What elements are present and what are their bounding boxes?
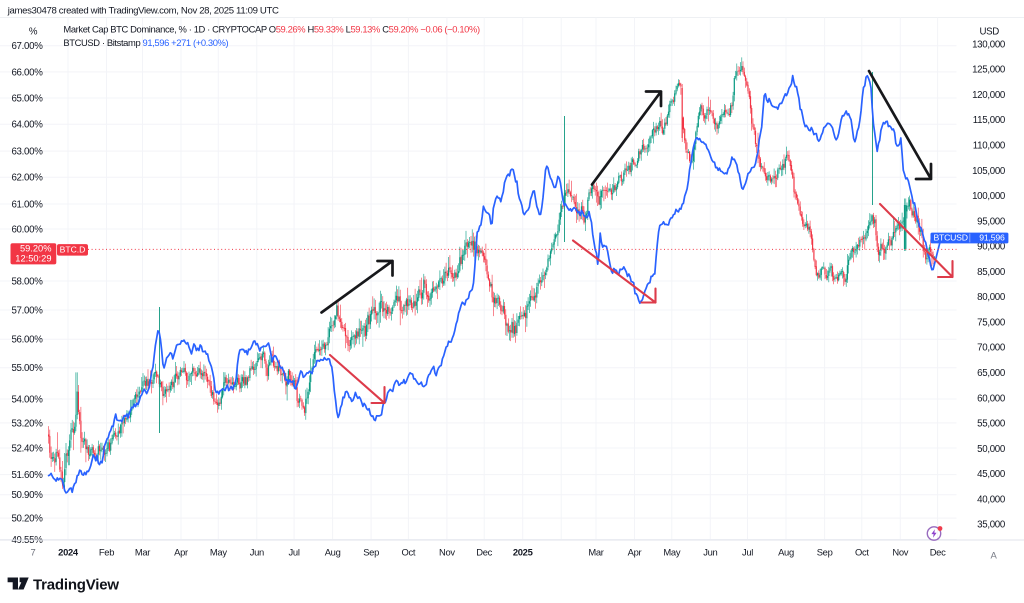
svg-text:50,000: 50,000: [977, 444, 1006, 455]
svg-text:63.00%: 63.00%: [11, 147, 43, 158]
svg-text:80,000: 80,000: [977, 292, 1006, 303]
svg-text:Market Cap BTC Dominance, % ·: Market Cap BTC Dominance, % · 1D · CRYPT…: [63, 24, 480, 35]
svg-text:56.00%: 56.00%: [11, 335, 43, 346]
svg-text:53.20%: 53.20%: [11, 418, 43, 429]
svg-text:57.00%: 57.00%: [11, 305, 43, 316]
svg-text:60,000: 60,000: [977, 393, 1006, 404]
svg-text:Jul: Jul: [742, 547, 753, 558]
svg-text:60.00%: 60.00%: [11, 224, 43, 235]
svg-text:59.20%: 59.20%: [20, 244, 52, 254]
svg-text:64.00%: 64.00%: [11, 120, 43, 131]
svg-text:105,000: 105,000: [972, 166, 1006, 177]
svg-text:91,596: 91,596: [979, 233, 1005, 243]
svg-text:50.20%: 50.20%: [11, 514, 43, 525]
svg-text:100,000: 100,000: [972, 191, 1006, 202]
svg-text:12:50:29: 12:50:29: [15, 254, 51, 264]
svg-text:Jun: Jun: [703, 547, 717, 558]
svg-text:55.00%: 55.00%: [11, 363, 43, 374]
svg-text:67.00%: 67.00%: [11, 41, 43, 52]
svg-text:Mar: Mar: [135, 547, 150, 558]
svg-text:65.00%: 65.00%: [11, 93, 43, 104]
svg-text:BTCUSD: BTCUSD: [934, 233, 968, 243]
svg-text:55,000: 55,000: [977, 419, 1006, 430]
svg-text:Oct: Oct: [855, 547, 869, 558]
svg-text:Aug: Aug: [778, 547, 794, 558]
svg-text:45,000: 45,000: [977, 469, 1006, 480]
svg-text:52.40%: 52.40%: [11, 443, 43, 454]
svg-text:Apr: Apr: [174, 547, 188, 558]
svg-text:2025: 2025: [513, 547, 533, 558]
svg-text:Oct: Oct: [402, 547, 416, 558]
svg-text:61.00%: 61.00%: [11, 199, 43, 210]
svg-text:95,000: 95,000: [977, 216, 1006, 227]
svg-text:Aug: Aug: [325, 547, 341, 558]
svg-text:62.00%: 62.00%: [11, 173, 43, 184]
svg-text:BTC.D: BTC.D: [60, 245, 86, 255]
svg-text:2024: 2024: [58, 547, 79, 558]
svg-text:125,000: 125,000: [972, 65, 1006, 76]
svg-text:james30478 created with Tradin: james30478 created with TradingView.com,…: [7, 6, 279, 17]
svg-text:7: 7: [31, 547, 36, 558]
svg-text:58.00%: 58.00%: [11, 276, 43, 287]
svg-text:TradingView: TradingView: [33, 576, 119, 593]
svg-text:51.60%: 51.60%: [11, 470, 43, 481]
svg-text:54.00%: 54.00%: [11, 394, 43, 405]
svg-text:75,000: 75,000: [977, 317, 1006, 328]
svg-text:May: May: [663, 547, 680, 558]
svg-text:Apr: Apr: [628, 547, 642, 558]
svg-text:35,000: 35,000: [977, 520, 1006, 531]
svg-text:Dec: Dec: [476, 547, 492, 558]
svg-text:May: May: [210, 547, 227, 558]
svg-text:40,000: 40,000: [977, 494, 1006, 505]
svg-text:50.90%: 50.90%: [11, 490, 43, 501]
svg-text:Jun: Jun: [250, 547, 264, 558]
svg-text:115,000: 115,000: [973, 115, 1006, 126]
svg-text:%: %: [29, 27, 38, 38]
svg-text:USD: USD: [979, 27, 999, 38]
svg-text:Dec: Dec: [930, 547, 946, 558]
svg-text:85,000: 85,000: [977, 267, 1006, 278]
svg-text:66.00%: 66.00%: [11, 67, 43, 78]
svg-text:70,000: 70,000: [977, 343, 1006, 354]
svg-text:65,000: 65,000: [977, 368, 1006, 379]
svg-text:Nov: Nov: [439, 547, 455, 558]
svg-text:90,000: 90,000: [977, 242, 1006, 253]
svg-text:Mar: Mar: [588, 547, 603, 558]
svg-text:Feb: Feb: [99, 547, 114, 558]
svg-text:BTCUSD · Bitstamp 91,596 +271: BTCUSD · Bitstamp 91,596 +271 (+0.30%): [63, 37, 228, 48]
svg-text:Nov: Nov: [892, 547, 908, 558]
svg-text:A: A: [991, 551, 998, 562]
svg-text:Sep: Sep: [817, 547, 833, 558]
svg-text:Sep: Sep: [363, 547, 379, 558]
svg-text:Jul: Jul: [289, 547, 300, 558]
svg-text:120,000: 120,000: [972, 90, 1006, 101]
svg-text:110,000: 110,000: [973, 141, 1006, 152]
svg-text:130,000: 130,000: [972, 39, 1006, 50]
